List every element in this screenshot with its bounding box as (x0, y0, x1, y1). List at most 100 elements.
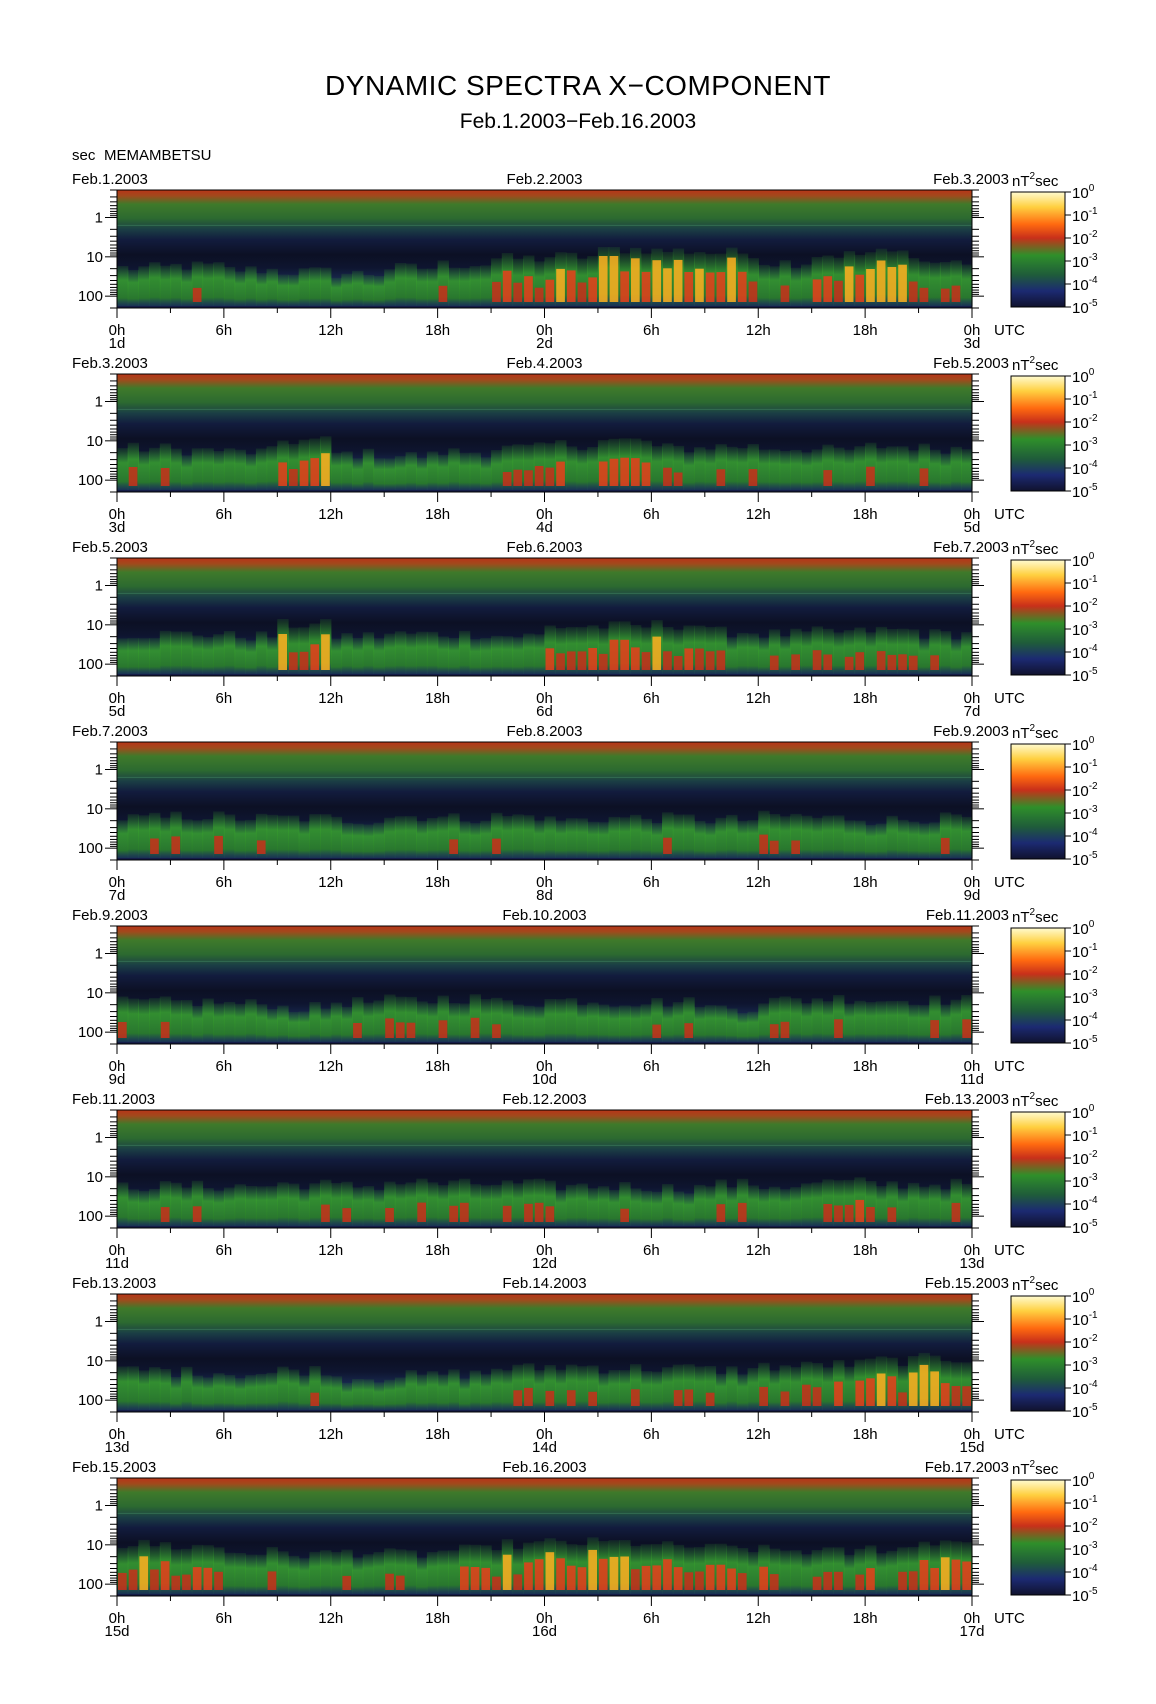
activity-band (117, 1182, 129, 1226)
activity-band (159, 630, 172, 674)
activity-peak (866, 1568, 875, 1590)
activity-band (426, 1552, 439, 1594)
activity-band (694, 1547, 706, 1594)
activity-band (736, 1374, 749, 1410)
activity-band (640, 818, 652, 858)
x-tick-label: 6h (643, 1242, 660, 1259)
activity-band (416, 1557, 428, 1594)
activity-band (790, 1187, 802, 1226)
activity-band (320, 814, 332, 858)
activity-peak (267, 1571, 277, 1590)
activity-band (555, 1369, 567, 1410)
activity-band (961, 264, 973, 306)
panel-end-date: Feb.17.2003 (925, 1459, 1009, 1476)
activity-band (213, 634, 225, 674)
activity-band (437, 454, 449, 490)
activity-peak (663, 1559, 672, 1590)
activity-peak (834, 1571, 843, 1590)
activity-band (939, 631, 952, 674)
x-tick-label: 12h (746, 506, 771, 523)
x-tick-label: 18h (425, 1242, 450, 1259)
activity-band (288, 1369, 300, 1410)
x-tick-label: 0h (536, 506, 553, 523)
activity-band (480, 1374, 492, 1410)
activity-band (384, 458, 396, 490)
x-tick-label: 6h (643, 506, 660, 523)
activity-band (533, 820, 546, 858)
activity-band (127, 1189, 139, 1226)
activity-band (127, 814, 139, 858)
activity-peak (940, 288, 950, 302)
activity-band (833, 632, 845, 674)
x-tick-label: 0h (109, 322, 126, 339)
activity-band (608, 1190, 620, 1226)
activity-peak (812, 1576, 822, 1590)
activity-peak (139, 1556, 149, 1590)
activity-band (266, 1009, 278, 1042)
x-axis-unit: UTC (994, 1058, 1025, 1075)
activity-band (213, 1003, 225, 1042)
x-tick-label: 0h (536, 1058, 553, 1075)
day-label: 8d (536, 887, 553, 904)
colorbar-tick-label: 10-2 (1072, 965, 1098, 984)
activity-band (533, 261, 546, 306)
activity-band (801, 815, 813, 858)
activity-band (320, 1375, 332, 1410)
activity-band (448, 267, 460, 306)
activity-band (544, 816, 556, 858)
activity-band (384, 817, 396, 858)
day-label: 17d (959, 1623, 984, 1640)
activity-band (736, 1548, 749, 1594)
x-tick-label: 0h (964, 322, 981, 339)
activity-band (149, 812, 161, 858)
activity-peak (353, 1023, 362, 1038)
activity-peak (737, 1202, 747, 1222)
activity-peak (620, 1556, 629, 1590)
activity-peak (556, 461, 565, 486)
activity-peak (631, 1389, 640, 1406)
colorbar (1010, 559, 1066, 676)
x-tick-label: 6h (216, 690, 233, 707)
activity-band (897, 628, 909, 674)
activity-band (480, 638, 492, 674)
activity-peak (705, 272, 715, 302)
activity-band (694, 1006, 706, 1042)
activity-band (117, 638, 129, 674)
activity-band (170, 1377, 182, 1410)
activity-band (779, 1550, 791, 1594)
activity-peak (919, 468, 929, 486)
activity-peak (449, 1205, 458, 1222)
activity-peak (192, 1567, 202, 1590)
activity-band (662, 627, 674, 674)
activity-band (961, 632, 973, 674)
activity-band (672, 1002, 685, 1042)
day-label: 3d (964, 335, 981, 352)
x-tick-label: 6h (643, 874, 660, 891)
activity-band (170, 448, 182, 490)
activity-peak (160, 1207, 170, 1222)
activity-peak (898, 264, 907, 302)
activity-band (822, 815, 834, 858)
activity-peak (727, 257, 736, 302)
activity-band (662, 443, 674, 490)
colorbar-unit-label: nT2sec (1012, 539, 1059, 558)
x-tick-label: 12h (746, 1242, 771, 1259)
activity-band (277, 1005, 289, 1042)
activity-peak (620, 1208, 629, 1222)
y-tick-label: 10 (86, 1169, 103, 1186)
colorbar-tick-label: 100 (1072, 919, 1095, 938)
station-name: MEMAMBETSU (104, 147, 212, 164)
activity-peak (951, 1559, 961, 1590)
activity-band (405, 263, 417, 306)
day-label: 12d (532, 1255, 557, 1272)
activity-peak (716, 1204, 726, 1222)
x-tick-label: 0h (964, 1058, 981, 1075)
panel-mid-date: Feb.6.2003 (507, 539, 583, 556)
figure-title: DYNAMIC SPECTRA X−COMPONENT (325, 70, 831, 101)
activity-band (191, 448, 204, 490)
x-tick-label: 18h (853, 1058, 878, 1075)
activity-band (149, 447, 161, 490)
activity-peak (673, 1567, 683, 1590)
activity-band (320, 1008, 332, 1042)
activity-band (298, 1189, 310, 1226)
